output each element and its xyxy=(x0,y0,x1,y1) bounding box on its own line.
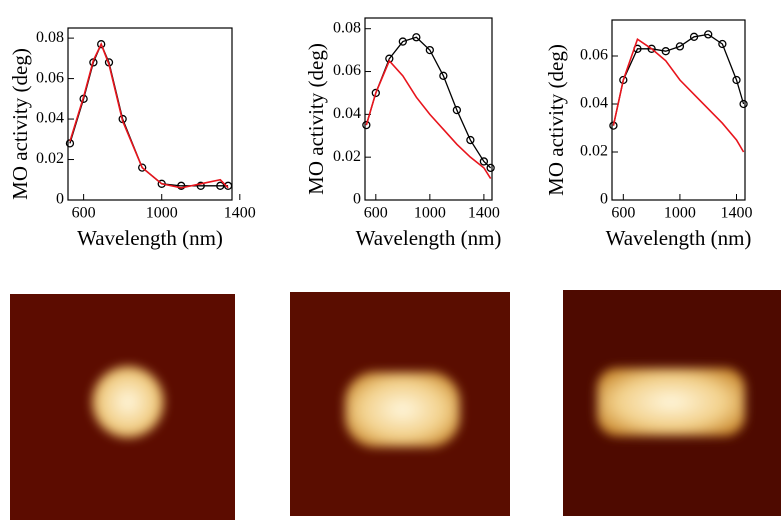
y-tick-label: 0.06 xyxy=(580,47,608,64)
y-tick-label: 0.04 xyxy=(333,105,361,122)
x-tick-label: 1400 xyxy=(721,205,753,222)
x-axis-label: Wavelength (nm) xyxy=(77,226,223,250)
x-tick-label: 1000 xyxy=(664,205,696,222)
short-rod xyxy=(345,372,460,447)
x-tick-label: 600 xyxy=(611,205,635,222)
disk xyxy=(92,366,164,438)
y-tick-label: 0.04 xyxy=(580,95,608,112)
figure: 00.020.040.060.0860010001400Wavelength (… xyxy=(0,0,782,520)
y-tick-label: 0 xyxy=(353,191,361,208)
y-tick-label: 0.02 xyxy=(580,143,608,160)
y-axis-label: MO activity (deg) xyxy=(8,48,32,200)
x-tick-label: 600 xyxy=(72,205,96,222)
y-tick-label: 0.02 xyxy=(36,150,64,167)
afm-images xyxy=(10,290,781,520)
y-tick-label: 0.02 xyxy=(333,148,361,165)
y-tick-label: 0 xyxy=(600,191,608,208)
series-line xyxy=(613,39,743,152)
series-line xyxy=(613,34,743,125)
y-axis-label: MO activity (deg) xyxy=(544,44,568,196)
x-tick-label: 1400 xyxy=(468,205,500,222)
x-tick-label: 1000 xyxy=(414,205,446,222)
y-tick-label: 0.08 xyxy=(36,29,64,46)
series-line xyxy=(366,37,490,168)
x-tick-label: 1000 xyxy=(146,205,178,222)
y-tick-label: 0.06 xyxy=(36,69,64,86)
long-rod xyxy=(597,368,745,436)
x-tick-label: 600 xyxy=(364,205,388,222)
x-tick-label: 1400 xyxy=(224,205,256,222)
x-axis-label: Wavelength (nm) xyxy=(356,226,502,250)
y-tick-label: 0 xyxy=(56,191,64,208)
y-axis-label: MO activity (deg) xyxy=(304,43,328,195)
y-tick-label: 0.06 xyxy=(333,62,361,79)
series-line xyxy=(366,61,490,179)
plot-frame xyxy=(365,18,492,200)
y-tick-label: 0.04 xyxy=(36,110,64,127)
x-axis-label: Wavelength (nm) xyxy=(606,226,752,250)
y-tick-label: 0.08 xyxy=(333,19,361,36)
